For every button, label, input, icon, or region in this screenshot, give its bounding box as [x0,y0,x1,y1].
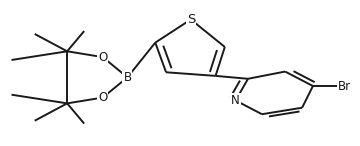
Text: Br: Br [338,80,351,93]
Text: S: S [186,13,195,26]
Text: N: N [231,94,240,107]
Text: O: O [98,91,107,104]
Text: B: B [123,71,131,84]
Text: O: O [98,51,107,64]
